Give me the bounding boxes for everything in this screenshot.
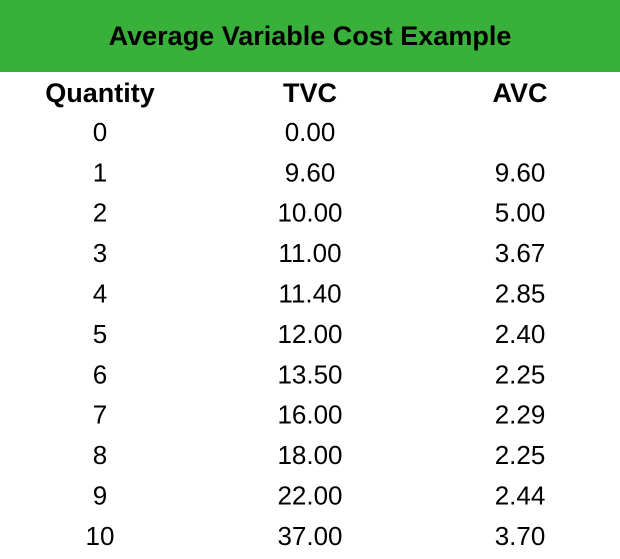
cell: 5 bbox=[93, 319, 107, 349]
cell: 37.00 bbox=[277, 521, 342, 551]
cell: 1 bbox=[93, 157, 107, 187]
cell: 11.40 bbox=[278, 278, 341, 308]
cell: 2.25 bbox=[495, 440, 546, 470]
cell: 3.70 bbox=[495, 521, 546, 551]
cell: 0.00 bbox=[285, 117, 336, 147]
cell: 6 bbox=[93, 359, 107, 389]
column-header: AVC bbox=[492, 78, 547, 108]
cell: 13.50 bbox=[277, 359, 342, 389]
cell: 9.60 bbox=[495, 157, 546, 187]
cell: 12.00 bbox=[277, 319, 342, 349]
cell: 4 bbox=[93, 278, 107, 308]
cell: 2.25 bbox=[495, 359, 546, 389]
title: Average Variable Cost Example bbox=[109, 21, 512, 51]
title-banner bbox=[0, 0, 620, 72]
cell: 16.00 bbox=[277, 400, 342, 430]
cell: 10 bbox=[86, 521, 115, 551]
cell: 9.60 bbox=[285, 157, 336, 187]
cell: 9 bbox=[93, 480, 107, 510]
cell: 7 bbox=[93, 400, 107, 430]
cell: 18.00 bbox=[277, 440, 342, 470]
cell: 2.40 bbox=[495, 319, 546, 349]
cell: 10.00 bbox=[277, 198, 342, 228]
cell: 2.44 bbox=[495, 480, 546, 510]
cell: 0 bbox=[93, 117, 107, 147]
cell: 2 bbox=[93, 198, 107, 228]
cell: 8 bbox=[93, 440, 107, 470]
cell: 2.85 bbox=[495, 278, 546, 308]
column-header: TVC bbox=[283, 78, 337, 108]
cell: 5.00 bbox=[495, 198, 546, 228]
cell: 3.67 bbox=[495, 238, 546, 268]
column-header: Quantity bbox=[45, 78, 155, 108]
cell: 2.29 bbox=[495, 400, 546, 430]
cell: 3 bbox=[93, 238, 107, 268]
cell: 22.00 bbox=[277, 480, 342, 510]
cell: 11.00 bbox=[278, 238, 341, 268]
